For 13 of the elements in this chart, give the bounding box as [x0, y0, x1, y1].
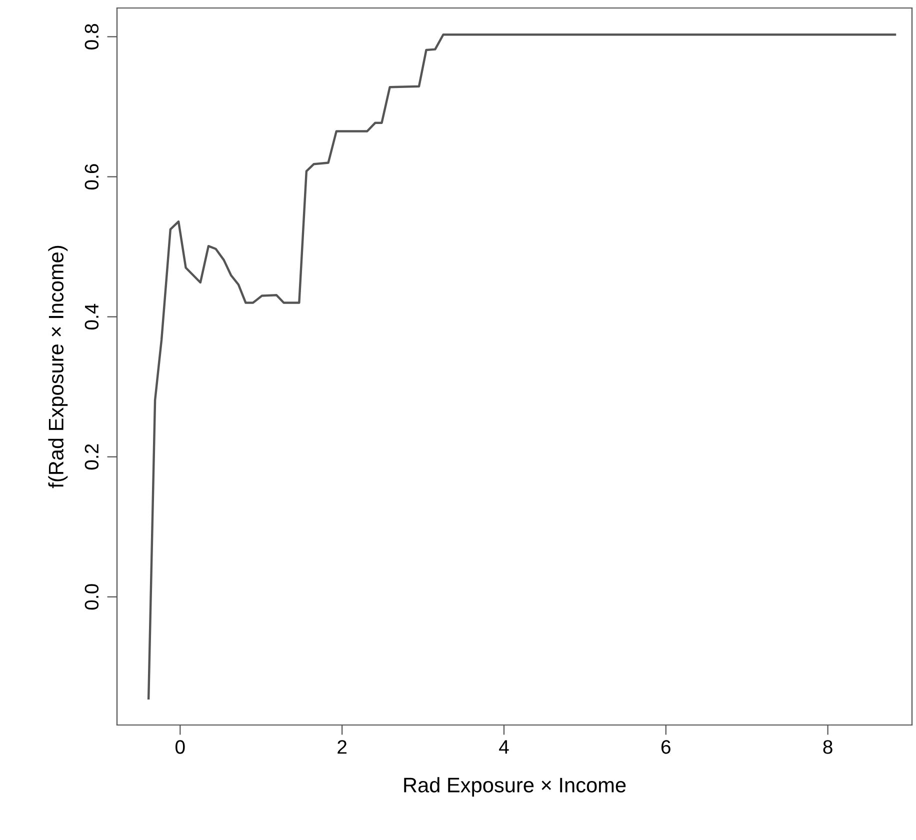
x-axis-title: Rad Exposure × Income: [404, 777, 626, 797]
y-axis-title: f(Rad Exposure × Income): [48, 246, 68, 488]
y-tick-label: 0.6: [84, 164, 99, 190]
x-tick-label: 6: [661, 740, 670, 754]
y-tick-label: 0.2: [84, 444, 99, 470]
y-tick-label: 0.4: [84, 304, 99, 330]
line-series: [147, 33, 896, 700]
x-tick-label: 4: [499, 740, 509, 754]
x-tick-label: 2: [338, 740, 346, 754]
x-tick-label: 0: [176, 740, 185, 754]
y-tick-label: 0.8: [84, 24, 99, 50]
x-tick-label: 8: [823, 740, 832, 754]
y-tick-label: 0.0: [84, 584, 99, 610]
